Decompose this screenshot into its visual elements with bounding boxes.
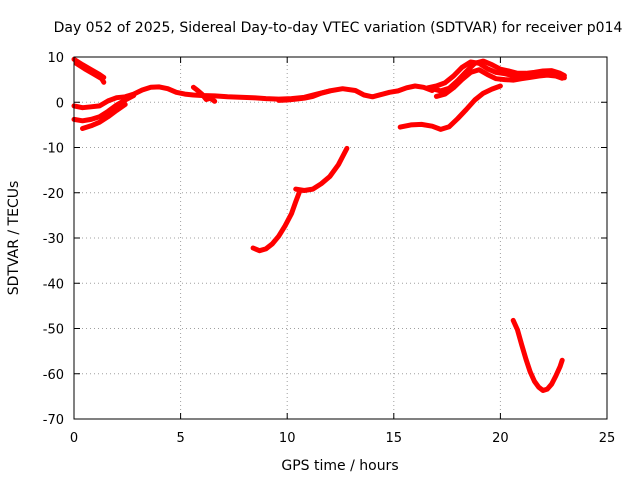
series-arc-high-start-2: [73, 60, 107, 85]
series-arc-main-1: [71, 83, 435, 111]
y-tick-label: 0: [56, 96, 64, 111]
chart-title: Day 052 of 2025, Sidereal Day-to-day VTE…: [54, 20, 623, 36]
series-arc-low-1: [250, 188, 303, 254]
series-layer: [71, 56, 567, 393]
x-tick-label: 20: [492, 431, 509, 446]
series-arc-main-5: [276, 88, 333, 103]
series-arc-main-2: [71, 93, 137, 124]
series-arc-low-2: [293, 145, 350, 193]
y-tick-label: -20: [43, 187, 64, 202]
x-tick-label: 25: [599, 431, 616, 446]
x-axis-title: GPS time / hours: [281, 458, 398, 474]
x-tick-label: 10: [279, 431, 296, 446]
y-tick-label: -70: [43, 413, 64, 428]
y-tick-label: -10: [43, 142, 64, 157]
y-tick-label: -40: [43, 277, 64, 292]
series-arc-main-3: [80, 102, 128, 131]
series-arc-main-4: [190, 84, 218, 104]
y-axis-title: SDTVAR / TECUs: [6, 181, 22, 296]
plot-frame: [73, 56, 608, 420]
y-tick-label: -60: [43, 368, 64, 383]
y-tick-label: -30: [43, 232, 64, 247]
x-tick-label: 0: [70, 431, 78, 446]
x-tick-label: 5: [176, 431, 184, 446]
series-arc-deep-1: [510, 317, 565, 393]
tick-label-layer: 0 5 10 15 20 25 10 0 -10 -20 -30 -40 -50 -60 -70: [43, 51, 616, 446]
y-tick-label: 10: [47, 51, 64, 66]
y-tick-label: -50: [43, 323, 64, 338]
series-arc-mid-1: [397, 83, 503, 132]
x-tick-label: 15: [386, 431, 403, 446]
series-arc-late-3: [433, 67, 565, 99]
